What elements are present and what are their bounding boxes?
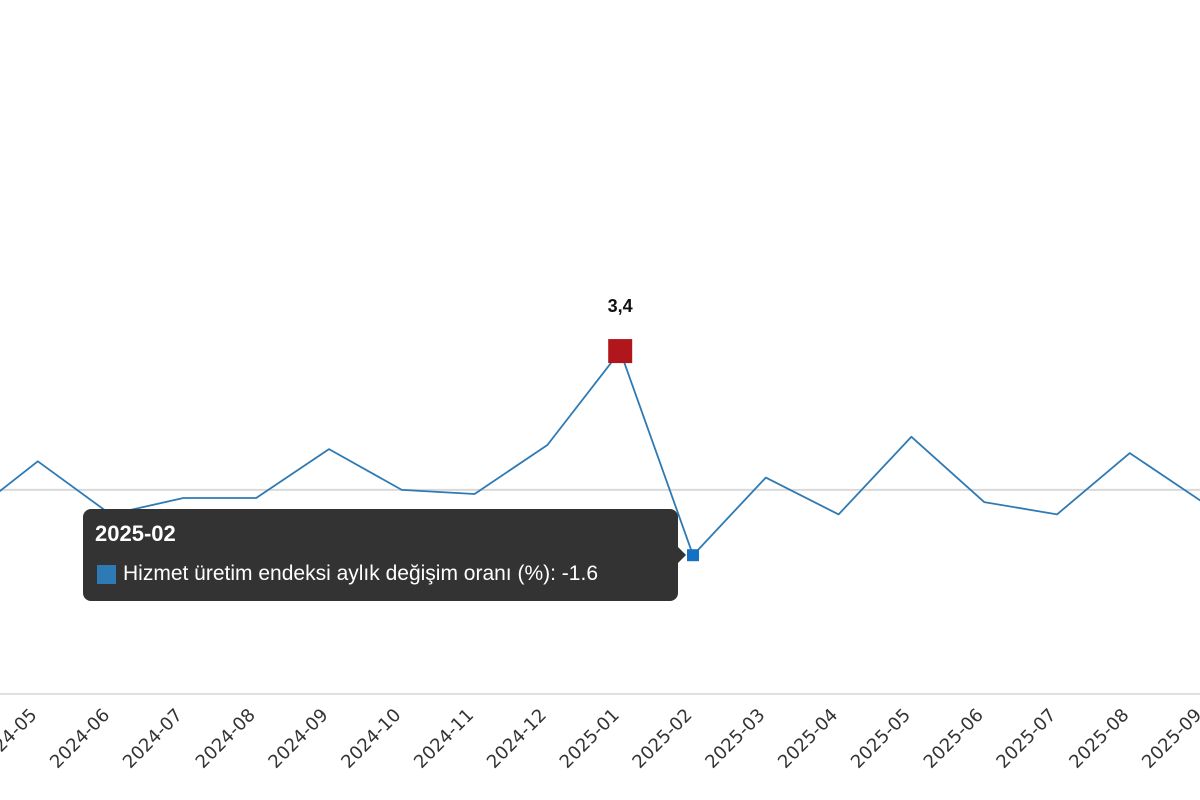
x-tick-label-2025-03: 2025-03	[701, 705, 769, 773]
data-point-2025-07[interactable]	[1054, 511, 1060, 517]
x-tick-label-2025-02: 2025-02	[628, 705, 696, 773]
data-point-2025-03[interactable]	[763, 475, 769, 481]
peak-data-label: 3,4	[608, 296, 633, 316]
chart-markers[interactable]: 3,4	[0, 296, 1200, 562]
tooltip-title: 2025-02	[95, 521, 176, 546]
x-tick-label-2025-08: 2025-08	[1065, 705, 1133, 773]
tooltip-series-swatch	[97, 564, 116, 584]
x-tick-label-2025-06: 2025-06	[920, 705, 988, 773]
chart-tooltip: 2025-02 Hizmet üretim endeksi aylık deği…	[83, 509, 686, 601]
data-point-2024-10[interactable]	[399, 487, 405, 493]
active-point-marker[interactable]	[687, 549, 699, 562]
data-point-2024-07[interactable]	[180, 495, 186, 501]
x-tick-label-2024-12: 2024-12	[483, 705, 551, 773]
data-point-2024-11[interactable]	[472, 491, 478, 497]
x-axis-tick-labels: 2024-05 2024-06 2024-07 2024-08 2024-09 2024-…	[0, 705, 1200, 773]
x-tick-label-2024-09: 2024-09	[264, 705, 332, 773]
x-tick-label-2024-11: 2024-11	[410, 705, 478, 773]
tooltip-series-row: Hizmet üretim endeksi aylık değişim oran…	[95, 561, 666, 587]
x-tick-label-2025-09: 2025-09	[1138, 705, 1200, 773]
tooltip-series-text: Hizmet üretim endeksi aylık değişim oran…	[123, 562, 598, 585]
x-tick-label-2024-06: 2024-06	[46, 705, 114, 773]
data-point-2025-08[interactable]	[1127, 450, 1133, 456]
x-tick-label-2024-05: 2024-05	[0, 705, 41, 773]
x-tick-label-2025-05: 2025-05	[847, 705, 915, 773]
x-tick-label-2025-01: 2025-01	[556, 705, 624, 773]
x-tick-label-2025-04: 2025-04	[774, 705, 842, 773]
data-point-2024-05[interactable]	[35, 458, 41, 464]
data-point-2024-08[interactable]	[253, 495, 259, 501]
x-tick-label-2024-07: 2024-07	[119, 705, 187, 773]
data-point-2024-12[interactable]	[544, 442, 550, 448]
data-point-2024-09[interactable]	[326, 446, 332, 452]
data-point-2025-04[interactable]	[836, 511, 842, 517]
x-tick-label-2024-08: 2024-08	[192, 705, 260, 773]
peak-marker[interactable]	[608, 339, 633, 364]
data-point-2025-05[interactable]	[908, 434, 914, 440]
data-point-2025-06[interactable]	[981, 499, 987, 505]
chart-axes	[0, 488, 1200, 695]
x-tick-label-2025-07: 2025-07	[992, 705, 1060, 773]
x-tick-label-2024-10: 2024-10	[337, 705, 405, 773]
